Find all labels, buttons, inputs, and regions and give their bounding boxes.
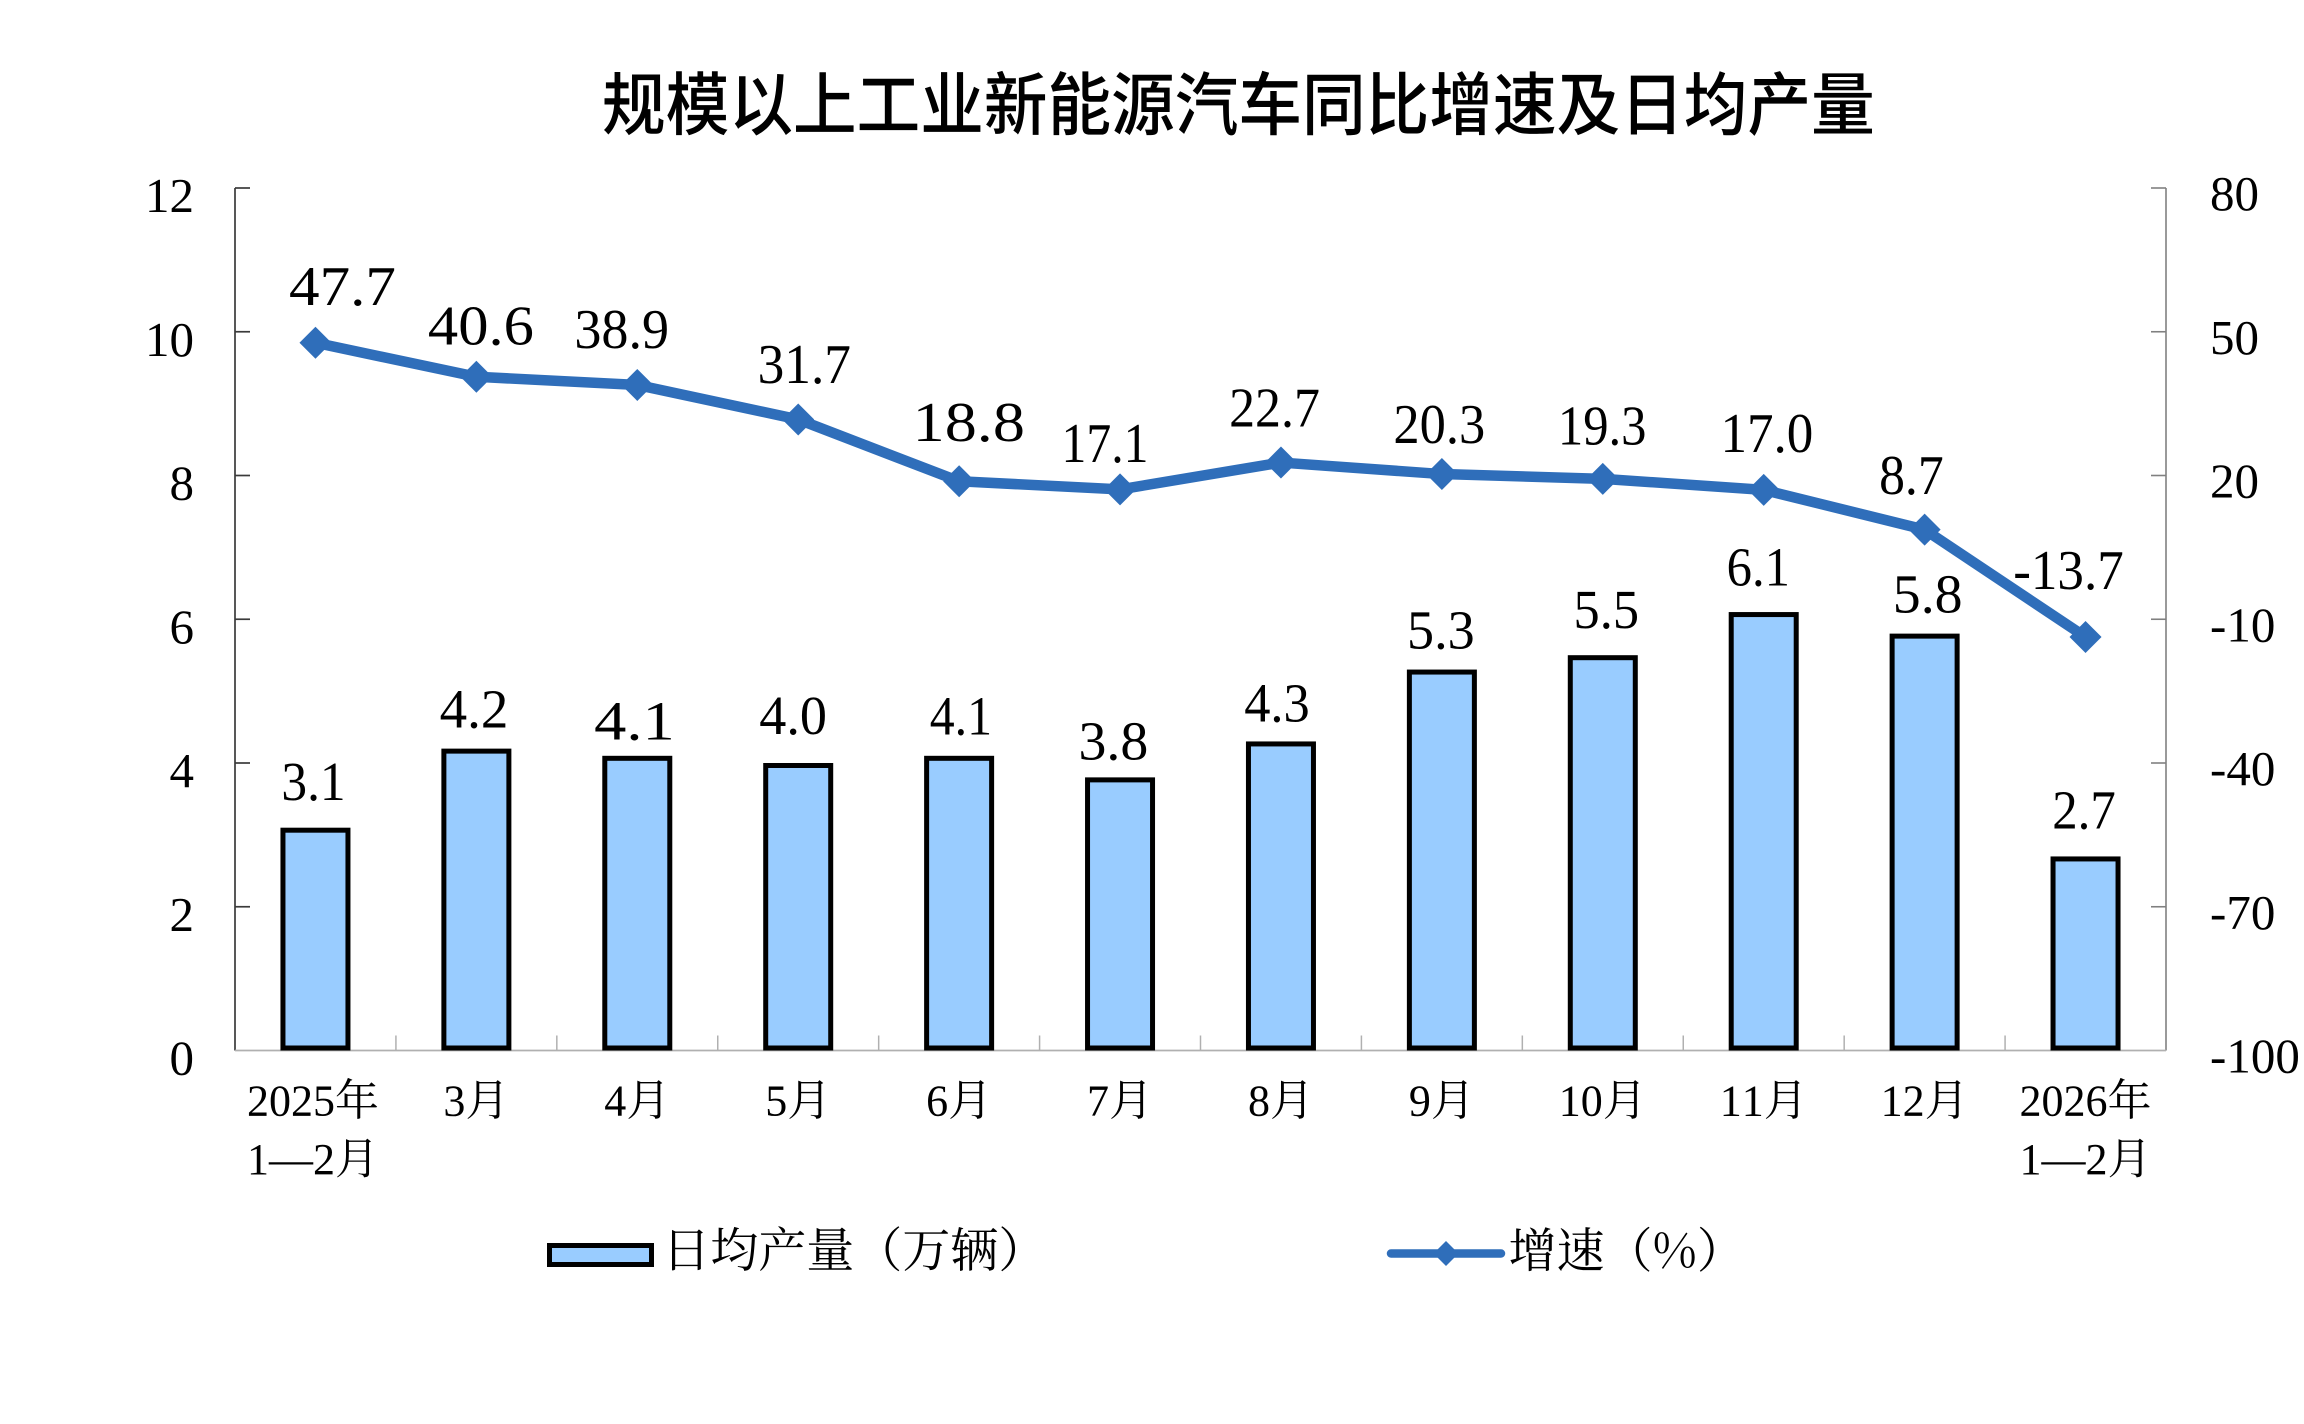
- svg-text:0: 0: [269, 1077, 291, 1126]
- svg-text:1: 1: [1742, 1077, 1764, 1126]
- svg-text:18.8: 18.8: [913, 392, 1025, 454]
- svg-text:20: 20: [2210, 454, 2259, 509]
- svg-text:20.3: 20.3: [1393, 394, 1485, 456]
- svg-text:1: 1: [247, 1135, 269, 1184]
- svg-text:0: 0: [2042, 1077, 2064, 1126]
- svg-text:3: 3: [443, 1077, 465, 1126]
- svg-text:2: 2: [170, 887, 195, 942]
- svg-text:10: 10: [145, 312, 194, 367]
- svg-text:12: 12: [145, 168, 194, 223]
- svg-text:—: —: [268, 1135, 314, 1184]
- svg-text:7: 7: [1087, 1077, 1109, 1126]
- svg-text:5.3: 5.3: [1407, 600, 1475, 661]
- svg-text:8: 8: [170, 456, 195, 511]
- svg-text:50: 50: [2210, 310, 2259, 365]
- svg-text:80: 80: [2210, 166, 2259, 221]
- svg-text:4.0: 4.0: [759, 685, 827, 746]
- svg-text:19.3: 19.3: [1558, 395, 1647, 457]
- svg-text:4: 4: [170, 743, 195, 798]
- svg-text:5.5: 5.5: [1574, 579, 1640, 640]
- svg-text:1: 1: [1881, 1077, 1903, 1126]
- svg-text:5: 5: [765, 1077, 787, 1126]
- svg-text:2: 2: [291, 1077, 313, 1126]
- svg-text:6: 6: [2086, 1077, 2108, 1126]
- svg-text:2: 2: [313, 1135, 335, 1184]
- svg-text:-13.7: -13.7: [2013, 540, 2124, 602]
- svg-text:0: 0: [170, 1031, 195, 1086]
- svg-text:4.3: 4.3: [1244, 672, 1310, 733]
- svg-text:2: 2: [2086, 1135, 2108, 1184]
- svg-text:9: 9: [1409, 1077, 1431, 1126]
- svg-text:3.8: 3.8: [1079, 711, 1149, 772]
- svg-text:6: 6: [170, 599, 195, 654]
- svg-text:—: —: [2041, 1135, 2087, 1184]
- svg-text:38.9: 38.9: [574, 299, 669, 361]
- svg-text:6.1: 6.1: [1727, 537, 1790, 598]
- svg-text:2.7: 2.7: [2052, 779, 2116, 840]
- svg-text:2: 2: [247, 1077, 269, 1126]
- svg-text:4: 4: [604, 1077, 626, 1126]
- svg-text:4.1: 4.1: [930, 686, 992, 747]
- svg-text:5: 5: [313, 1077, 335, 1126]
- svg-text:40.6: 40.6: [428, 296, 534, 358]
- svg-text:-100: -100: [2210, 1029, 2300, 1084]
- svg-text:2: 2: [1903, 1077, 1925, 1126]
- svg-text:5.8: 5.8: [1893, 564, 1963, 625]
- svg-text:1: 1: [1720, 1077, 1742, 1126]
- svg-text:4.2: 4.2: [440, 679, 509, 740]
- svg-text:3.1: 3.1: [281, 751, 345, 812]
- svg-text:2: 2: [2020, 1077, 2042, 1126]
- svg-text:1: 1: [2020, 1135, 2042, 1184]
- svg-text:22.7: 22.7: [1229, 377, 1320, 439]
- svg-text:-70: -70: [2210, 885, 2275, 940]
- svg-text:8.7: 8.7: [1879, 445, 1944, 507]
- svg-text:31.7: 31.7: [758, 334, 851, 396]
- svg-text:0: 0: [1581, 1077, 1603, 1126]
- svg-text:-40: -40: [2210, 741, 2275, 796]
- svg-text:6: 6: [926, 1077, 948, 1126]
- svg-text:8: 8: [1248, 1077, 1270, 1126]
- svg-text:-10: -10: [2210, 597, 2275, 652]
- svg-text:2: 2: [2064, 1077, 2086, 1126]
- svg-text:17.0: 17.0: [1720, 403, 1813, 465]
- svg-text:1: 1: [1559, 1077, 1581, 1126]
- svg-text:4.1: 4.1: [594, 690, 675, 751]
- svg-text:47.7: 47.7: [289, 256, 396, 318]
- svg-text:17.1: 17.1: [1062, 413, 1149, 475]
